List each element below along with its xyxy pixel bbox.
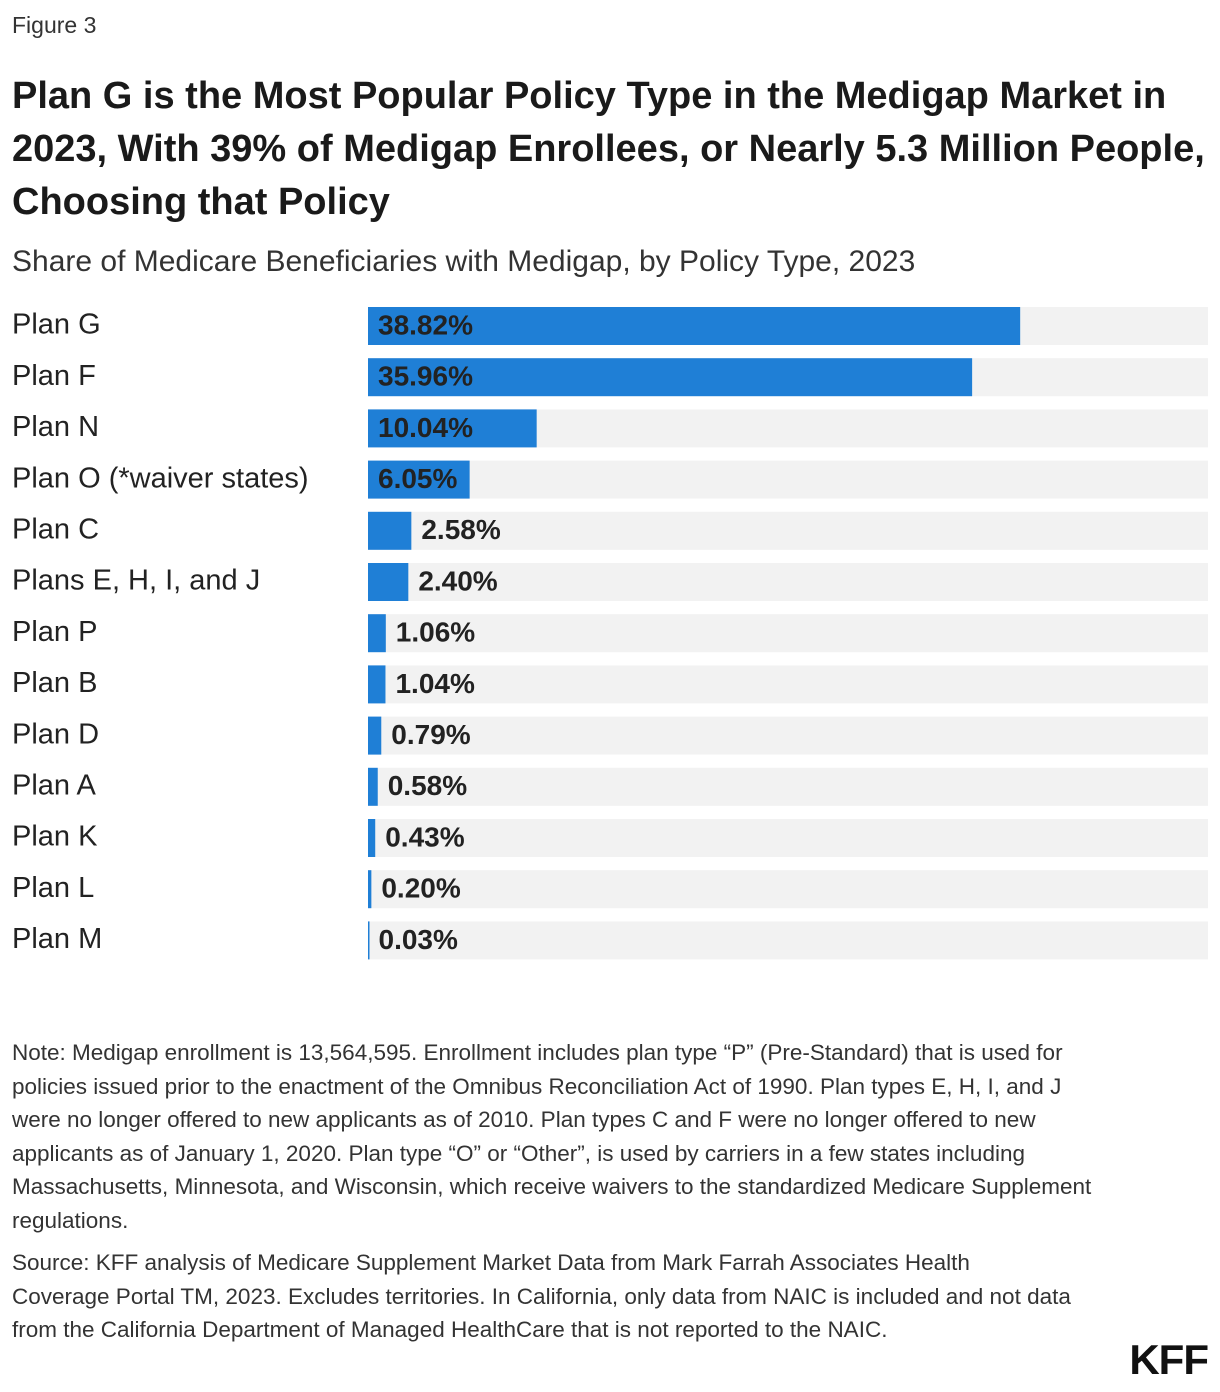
bar-track [368, 665, 1208, 704]
value-label: 0.58% [388, 770, 467, 801]
bar [368, 767, 378, 806]
bar [368, 614, 386, 653]
value-label: 0.79% [391, 719, 470, 750]
category-label: Plan L [12, 872, 94, 904]
bar [368, 358, 973, 397]
value-label: 0.43% [385, 821, 464, 852]
category-label: Plan D [12, 718, 99, 750]
value-label: 35.96% [378, 361, 473, 392]
value-label: 2.58% [421, 514, 500, 545]
source: Source: KFF analysis of Medicare Supplem… [12, 1250, 1071, 1342]
bar-track [368, 614, 1208, 653]
bar [368, 665, 386, 704]
chart-subtitle: Share of Medicare Beneficiaries with Med… [12, 245, 916, 278]
bar [368, 460, 470, 499]
bar-track [368, 716, 1208, 755]
category-label: Plan P [12, 616, 97, 648]
category-label: Plan M [12, 923, 102, 955]
bar [368, 307, 1021, 345]
category-label: Plan C [12, 513, 99, 545]
value-label: 0.20% [381, 873, 460, 904]
bar-track [368, 460, 1208, 499]
note: Note: Medigap enrollment is 13,564,595. … [12, 1040, 1092, 1233]
value-label: 38.82% [378, 309, 473, 340]
bar-track [368, 563, 1208, 601]
value-label: 1.04% [395, 668, 474, 699]
bar [368, 921, 370, 960]
bar [368, 409, 537, 448]
category-label: Plan K [12, 821, 98, 853]
logo: KFF [1129, 1336, 1209, 1383]
bar-track [368, 819, 1208, 857]
value-label: 10.04% [378, 412, 473, 443]
bar [368, 563, 409, 601]
figure-label: Figure 3 [12, 12, 97, 38]
bar-track [368, 921, 1208, 960]
category-label: Plan F [12, 360, 96, 392]
category-label: Plan B [12, 667, 97, 699]
chart-title: Plan G is the Most Popular Policy Type i… [12, 75, 1205, 223]
category-label: Plan O (*waiver states) [12, 462, 309, 494]
bar [368, 870, 372, 909]
category-label: Plan A [12, 769, 96, 801]
category-label: Plan N [12, 411, 99, 443]
category-label: Plan G [12, 309, 101, 341]
value-label: 0.03% [379, 924, 458, 955]
bar [368, 511, 412, 550]
value-label: 2.40% [418, 565, 497, 596]
value-label: 1.06% [396, 617, 475, 648]
bar [368, 819, 376, 857]
bar-track [368, 870, 1208, 909]
category-label: Plans E, H, I, and J [12, 565, 260, 597]
value-label: 6.05% [378, 463, 457, 494]
chart: Plan G 38.82% Plan F 35.96% Plan N 10.04% Plan… [12, 307, 1208, 960]
bar-track [368, 767, 1208, 806]
bar [368, 716, 382, 755]
bar-track [368, 511, 1208, 550]
